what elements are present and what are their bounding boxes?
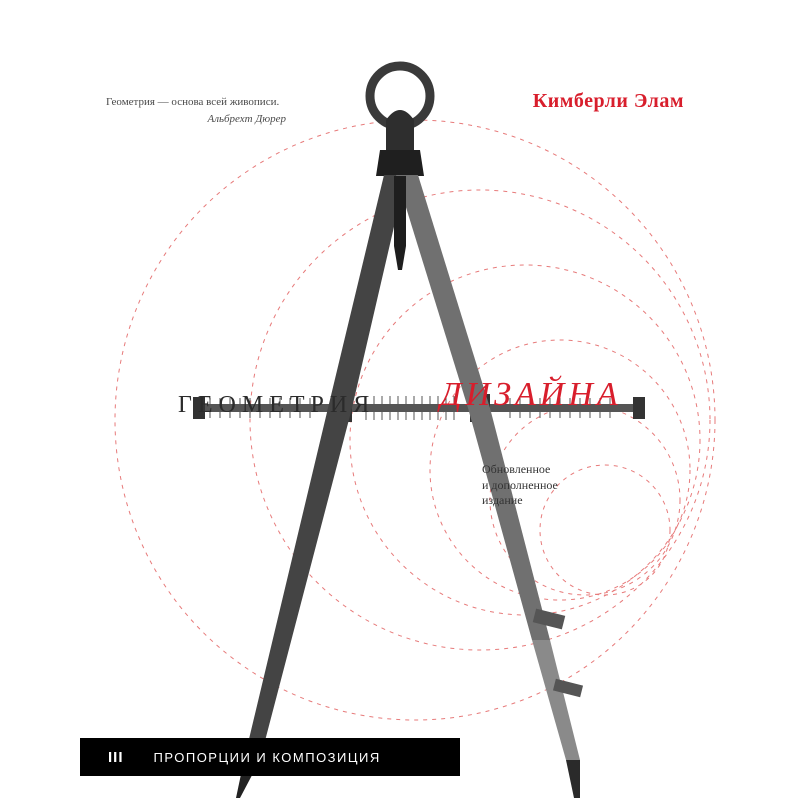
edition-note: Обновленное и дополненное издание bbox=[482, 462, 558, 509]
book-cover: Геометрия — основа всей живописи. Альбре… bbox=[80, 0, 720, 800]
title-word-design: ДИЗАЙНА bbox=[440, 376, 622, 414]
compass-ring bbox=[370, 66, 430, 176]
volume-roman: III bbox=[108, 749, 124, 766]
edition-line2: и дополненное bbox=[482, 478, 558, 494]
epigraph: Геометрия — основа всей живописи. Альбре… bbox=[106, 95, 316, 127]
bottom-bar: III ПРОПОРЦИИ И КОМПОЗИЦИЯ bbox=[80, 738, 460, 776]
compass-left-leg bbox=[236, 175, 406, 798]
epigraph-attribution: Альбрехт Дюрер bbox=[106, 112, 316, 127]
title-word-geometry: ГЕОМЕТРИЯ bbox=[178, 392, 375, 419]
subtitle: ПРОПОРЦИИ И КОМПОЗИЦИЯ bbox=[154, 750, 381, 765]
edition-line3: издание bbox=[482, 493, 558, 509]
edition-line1: Обновленное bbox=[482, 462, 558, 478]
author-name: Кимберли Элам bbox=[533, 90, 684, 113]
epigraph-text: Геометрия — основа всей живописи. bbox=[106, 96, 279, 108]
